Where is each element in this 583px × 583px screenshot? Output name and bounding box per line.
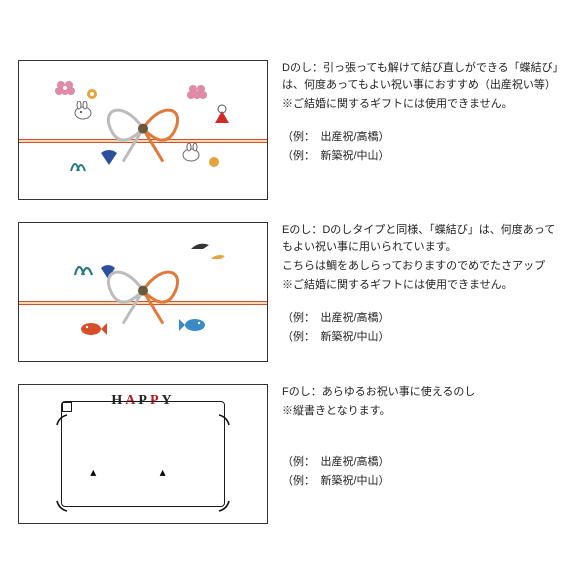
noshi-card-d (18, 60, 268, 200)
desc-line: Dのし：引っ張っても解けて結び直しができる「蝶結び」は、何度あってもよい祝い事に… (282, 60, 565, 94)
example-line: （例： 新築祝/中山） (282, 473, 565, 490)
frame-icon (61, 401, 225, 507)
plum-icon (55, 79, 75, 99)
examples-block: （例： 出産祝/高橋） （例： 新築祝/中山） (282, 129, 565, 165)
examples-block: （例： 出産祝/高橋） （例： 新築祝/中山） (282, 454, 565, 490)
corner-flourish-icon (55, 413, 69, 427)
pine-icon (69, 155, 89, 173)
corner-flourish-icon (217, 499, 231, 513)
desc-line: ※縦書きとなります。 (282, 403, 565, 420)
triangle-marks-icon: ▴ ▴ (19, 465, 267, 479)
desc-line: Fのし：あらゆるお祝い事に使えるのし (282, 384, 565, 401)
crane-icon (209, 251, 227, 263)
example-line: （例： 新築祝/中山） (282, 148, 565, 165)
corner-flourish-icon (217, 413, 231, 427)
tai-fish-icon (179, 315, 207, 335)
noshi-d-description: Dのし：引っ張っても解けて結び直しができる「蝶結び」は、何度あってもよい祝い事に… (282, 60, 565, 167)
tai-fish-icon (79, 319, 107, 339)
example-line: （例： 新築祝/中山） (282, 329, 565, 346)
noshi-card-e (18, 222, 268, 362)
crane-icon (189, 239, 211, 253)
noshi-card-f: HAPPY ▴ ▴ (18, 384, 268, 524)
desc-line: ※ご結婚に関するギフトには使用できません。 (282, 96, 565, 113)
noshi-row-d: Dのし：引っ張っても解けて結び直しができる「蝶結び」は、何度あってもよい祝い事に… (18, 60, 565, 200)
noshi-row-e: Eのし：Dのしタイプと同様、「蝶結び」は、何度あってもよい祝い事に用いられていま… (18, 222, 565, 362)
desc-line: こちらは鯛をあしらっておりますのでめでたさアップ (282, 258, 565, 275)
noshi-e-description: Eのし：Dのしタイプと同様、「蝶結び」は、何度あってもよい祝い事に用いられていま… (282, 222, 565, 348)
example-line: （例： 出産祝/高橋） (282, 129, 565, 146)
fan-icon (99, 149, 119, 167)
flower-icon (207, 155, 221, 169)
desc-line: ※ご結婚に関するギフトには使用できません。 (282, 277, 565, 294)
example-line: （例： 出産祝/高橋） (282, 454, 565, 471)
noshi-f-description: Fのし：あらゆるお祝い事に使えるのし ※縦書きとなります。 （例： 出産祝/高橋… (282, 384, 565, 492)
example-line: （例： 出産祝/高橋） (282, 310, 565, 327)
examples-block: （例： 出産祝/高橋） （例： 新築祝/中山） (282, 310, 565, 346)
doll-icon (211, 103, 233, 125)
noshi-row-f: HAPPY ▴ ▴ Fのし：あらゆるお祝い事に使えるのし ※縦書きとなります。 … (18, 384, 565, 524)
desc-line: Eのし：Dのしタイプと同様、「蝶結び」は、何度あってもよい祝い事に用いられていま… (282, 222, 565, 256)
corner-flourish-icon (55, 499, 69, 513)
rabbit-icon (179, 143, 203, 163)
